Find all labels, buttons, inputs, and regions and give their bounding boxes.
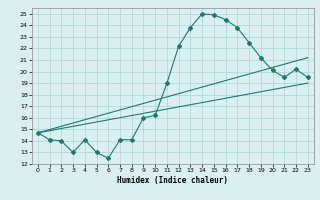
X-axis label: Humidex (Indice chaleur): Humidex (Indice chaleur) [117,176,228,185]
